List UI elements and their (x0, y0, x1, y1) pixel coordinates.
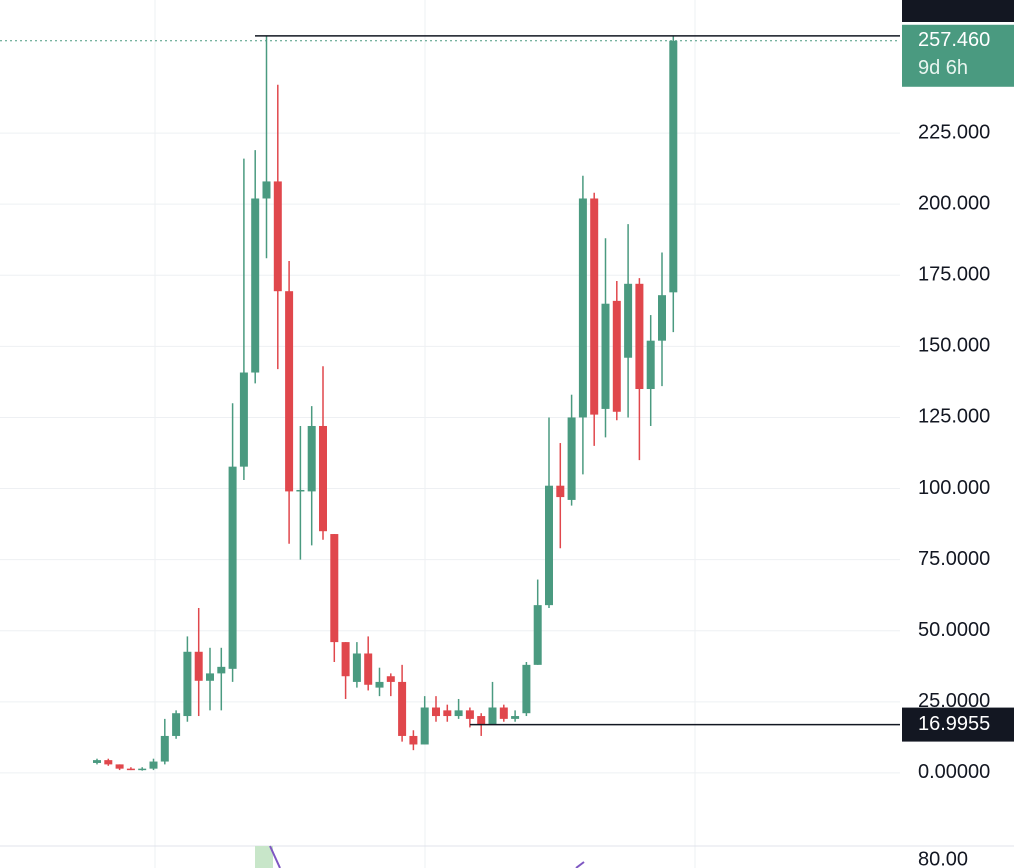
y-tick-label: 125.000 (918, 406, 990, 428)
y-tick-label: 50.0000 (918, 619, 990, 641)
candle-body (273, 181, 282, 292)
candle-body (364, 653, 373, 685)
candle-body (285, 291, 294, 492)
candle-body (239, 372, 248, 467)
candle-body (194, 651, 203, 681)
candle-body (296, 489, 305, 492)
candle-body (488, 707, 497, 725)
candle-body (533, 605, 542, 665)
candle-body (330, 534, 339, 643)
candle-body (578, 198, 587, 418)
y-tick-label: 150.000 (918, 335, 990, 357)
candle-body (635, 283, 644, 390)
candle-body (352, 653, 361, 682)
candle-body (126, 768, 135, 771)
candle-body (228, 466, 237, 669)
y-tick-label: 200.000 (918, 192, 990, 214)
candle-body (104, 760, 113, 765)
candle-body (206, 673, 214, 681)
candle-body (420, 707, 429, 745)
y-tick-label: 25.0000 (918, 690, 990, 712)
candle-body (319, 425, 327, 532)
low-price-box (902, 707, 1014, 742)
countdown-label: 9d 6h (918, 57, 968, 79)
candle-body (183, 651, 192, 717)
candle-body (443, 710, 452, 717)
candle-body (556, 485, 565, 498)
candle-body (307, 425, 316, 492)
candle-body (386, 676, 395, 682)
candle-body (217, 666, 226, 674)
candle-body (409, 735, 418, 745)
candle-body (477, 716, 486, 725)
candle-body (115, 764, 124, 769)
y-tick-label: 100.000 (918, 477, 990, 499)
candle-body (454, 710, 463, 717)
candle-body (138, 768, 147, 771)
candle-body (93, 760, 101, 763)
candle-body (398, 681, 407, 736)
candle-body (262, 181, 271, 199)
candle-body (432, 707, 440, 717)
candle-body (522, 664, 531, 714)
indicator-area (255, 846, 273, 868)
candle-body (590, 198, 599, 415)
candle-body (646, 340, 655, 390)
last-price-label: 257.460 (918, 29, 990, 51)
indicator-line (269, 845, 281, 868)
indicator-line (575, 861, 585, 868)
last-price-box (902, 24, 1014, 87)
y-tick-label: 175.000 (918, 264, 990, 286)
candle-body (465, 710, 474, 719)
candle-body (341, 642, 350, 677)
candle-body (658, 295, 666, 341)
indicator-tick-label: 80.00 (918, 848, 968, 868)
candle-body (624, 283, 633, 358)
candle-body (545, 485, 553, 606)
low-price-label: 16.9955 (918, 713, 990, 735)
candle-body (251, 198, 260, 373)
candle-body (601, 303, 610, 409)
y-tick-label: 0.00000 (918, 761, 990, 783)
candle-body (375, 681, 384, 688)
candle-body (567, 417, 576, 500)
candle-body (160, 735, 169, 762)
candle-body (499, 707, 508, 719)
candle-body (612, 300, 621, 412)
candle-body (149, 761, 158, 769)
candle-body (511, 716, 520, 719)
candle-body (172, 713, 181, 736)
price-box-top (902, 0, 1014, 22)
y-tick-label: 225.000 (918, 121, 990, 143)
candle-body (669, 40, 678, 293)
y-tick-label: 75.0000 (918, 548, 990, 570)
